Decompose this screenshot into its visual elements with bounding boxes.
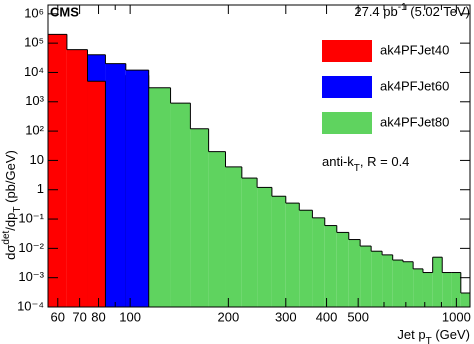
legend-label: ak4PFJet80 [380, 114, 449, 129]
y-tick-label: 1 [37, 181, 44, 196]
y-axis-label: dσdet/dpT (pb/GeV) [1, 150, 23, 260]
bar [299, 210, 313, 307]
bar [360, 246, 372, 307]
bar [225, 166, 242, 307]
bar [312, 217, 325, 307]
bar [190, 128, 209, 307]
y-tick-label: 10⁶ [24, 5, 44, 20]
y-tick-label: 10⁴ [24, 64, 44, 79]
bar [170, 103, 191, 307]
bar [348, 239, 361, 307]
bar [48, 34, 67, 308]
bar [257, 187, 272, 307]
plot-area [47, 33, 471, 308]
text-part: (pb/GeV) [3, 150, 18, 206]
bar [105, 63, 126, 307]
bar [460, 293, 470, 307]
x-axis-label: Jet pT (GeV) [397, 327, 470, 344]
bar [432, 257, 443, 307]
legend-swatch [322, 112, 372, 134]
text-part: T [426, 336, 432, 344]
text-part: Jet p [397, 327, 425, 342]
plot-frame [47, 4, 471, 308]
y-tick-label: 10⁻¹ [18, 210, 44, 225]
x-tick-label: 500 [347, 309, 369, 324]
text-part: -1 [398, 2, 407, 13]
text-part: anti-k [322, 154, 354, 169]
x-tick-label: 1000 [442, 309, 471, 324]
bar [442, 272, 452, 307]
x-tick-label: 400 [316, 309, 338, 324]
bar [241, 178, 258, 307]
legend-swatch [322, 76, 372, 98]
text-part: , R = 0.4 [360, 154, 410, 169]
bar [402, 261, 414, 307]
bar [422, 272, 433, 307]
chart-title: CMS [50, 4, 79, 19]
text-part: dσ [3, 245, 18, 260]
y-tick-label: 10⁵ [24, 35, 44, 50]
text-part: (5.02 TeV) [407, 4, 470, 19]
legend-label: ak4PFJet40 [380, 42, 449, 57]
y-tick-label: 10⁻² [18, 240, 44, 255]
bar [271, 196, 286, 307]
bar [371, 251, 383, 307]
x-tick-label: 100 [119, 309, 141, 324]
text-part: (GeV) [432, 327, 470, 342]
annotation: anti-kT, R = 0.4 [322, 154, 409, 174]
bar [392, 260, 403, 307]
x-tick-label: 80 [91, 309, 105, 324]
bar [125, 70, 149, 308]
bar [87, 81, 106, 307]
y-tick-label: 10² [25, 123, 44, 138]
y-tick-label: 10³ [25, 93, 44, 108]
text-part: /dp [3, 213, 18, 231]
text-part: T [354, 163, 360, 174]
bar [285, 203, 300, 307]
bar [148, 87, 171, 307]
bar [208, 151, 226, 307]
bar [451, 272, 461, 307]
bar [324, 225, 337, 307]
bar [336, 232, 349, 307]
x-tick-label: 70 [72, 309, 86, 324]
y-tick-label: 10⁻³ [18, 269, 44, 284]
text-part: det [1, 230, 12, 244]
text-part: 27.4 pb [354, 4, 397, 19]
x-tick-label: 200 [217, 309, 239, 324]
bar [382, 254, 393, 307]
text-part: T [12, 207, 23, 213]
bar [66, 49, 88, 307]
bar [413, 268, 423, 307]
y-tick-label: 10 [30, 152, 44, 167]
chart-subtitle: 27.4 pb-1 (5.02 TeV) [354, 2, 470, 19]
legend-swatch [322, 40, 372, 62]
legend-label: ak4PFJet60 [380, 78, 449, 93]
y-tick-label: 10⁻⁴ [17, 298, 44, 313]
x-tick-label: 60 [51, 309, 65, 324]
x-tick-label: 300 [275, 309, 297, 324]
